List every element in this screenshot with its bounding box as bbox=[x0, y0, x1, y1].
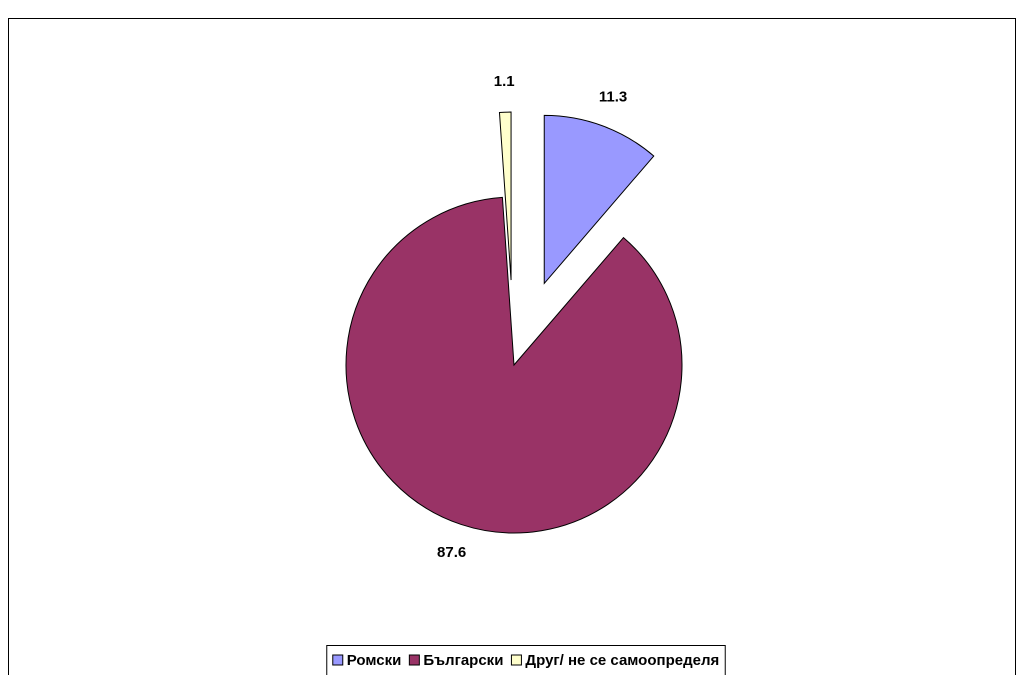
legend-swatch bbox=[332, 654, 344, 666]
legend-label: Български bbox=[423, 652, 503, 669]
data-label: 1.1 bbox=[494, 73, 515, 90]
legend-swatch bbox=[510, 654, 522, 666]
legend-label: Друг/ не се самоопределя bbox=[525, 652, 719, 669]
pie-slice bbox=[543, 114, 655, 285]
pie-slice bbox=[498, 111, 512, 281]
data-label: 87.6 bbox=[437, 544, 466, 561]
legend-swatch bbox=[408, 654, 420, 666]
data-label: 11.3 bbox=[599, 89, 627, 106]
legend-label: Ромски bbox=[347, 652, 402, 669]
pie-slice bbox=[345, 196, 683, 534]
legend bbox=[326, 645, 726, 675]
